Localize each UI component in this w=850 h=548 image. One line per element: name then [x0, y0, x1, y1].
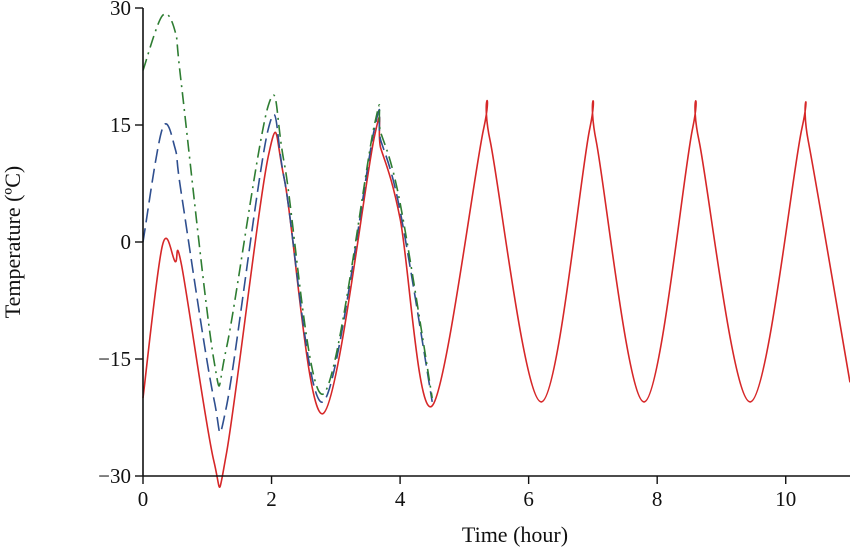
x-tick-label: 10	[775, 487, 796, 511]
x-tick-label: 0	[138, 487, 149, 511]
y-tick-label: 0	[121, 230, 132, 254]
x-axis-label: Time (hour)	[462, 522, 568, 547]
y-tick-label: −15	[98, 347, 131, 371]
x-tick-label: 8	[652, 487, 663, 511]
y-axis: −30 −15 0 15 30	[98, 0, 144, 488]
series-group	[142, 13, 850, 489]
x-axis: 0 2 4 6 8 10	[138, 475, 850, 511]
y-tick-label: −30	[98, 464, 131, 488]
x-tick-label: 2	[266, 487, 277, 511]
x-tick-label: 6	[523, 487, 534, 511]
series-line-3	[142, 13, 433, 399]
series-line-1	[142, 99, 850, 489]
y-tick-label: 15	[110, 113, 131, 137]
series-line-2	[142, 108, 433, 434]
y-tick-label: 30	[110, 0, 131, 20]
x-tick-label: 4	[395, 487, 406, 511]
y-axis-label: Temperature (ºC)	[0, 166, 25, 319]
